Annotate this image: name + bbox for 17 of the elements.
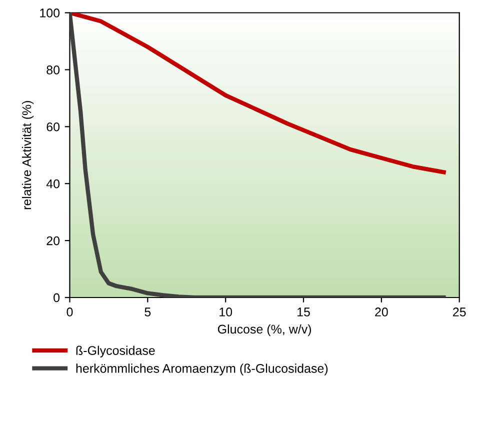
- x-axis-title: Glucose (%, w/v): [218, 324, 312, 336]
- y-tick-label: 60: [46, 122, 60, 132]
- y-axis-title: relative Aktivität (%): [22, 101, 34, 210]
- x-tick-label: 10: [220, 308, 232, 316]
- y-tick-label: 0: [54, 293, 60, 302]
- y-tick-label: 40: [46, 179, 60, 188]
- y-tick-label: 100: [40, 8, 60, 18]
- x-tick-label: 15: [298, 308, 310, 316]
- legend-label: ß-Glycosidase: [76, 346, 155, 358]
- x-tick-label: 25: [453, 308, 466, 316]
- x-tick-label: 20: [375, 308, 388, 316]
- legend-label: herkömmliches Aromaenzym (ß-Glucosidase): [76, 364, 328, 376]
- y-tick-label: 20: [46, 236, 60, 246]
- x-tick-label: 0: [66, 308, 73, 316]
- line-series: [70, 12, 446, 174]
- x-tick-label: 5: [144, 308, 151, 316]
- y-tick-label: 80: [46, 66, 60, 74]
